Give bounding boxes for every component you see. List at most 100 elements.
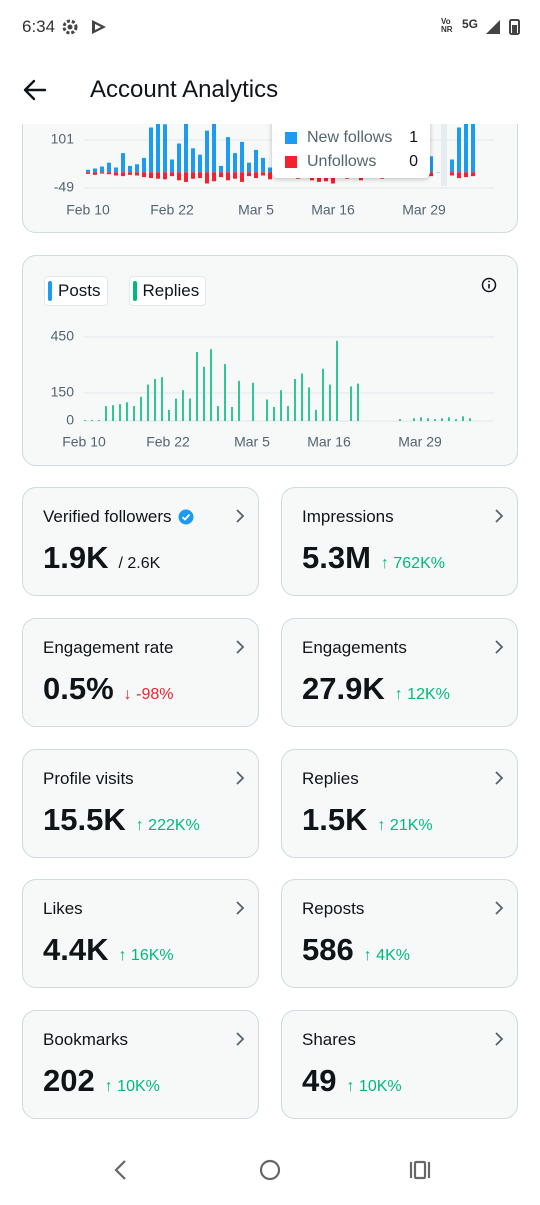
nav-recents[interactable]	[411, 1162, 429, 1178]
bar	[191, 148, 195, 172]
back-button[interactable]	[22, 77, 48, 103]
bar	[434, 419, 436, 421]
stat-title: Verified followers	[43, 507, 172, 527]
bar	[252, 383, 254, 421]
legend: Posts Replies	[44, 276, 206, 306]
legend-swatch	[133, 281, 137, 301]
x-tick-label: Mar 29	[402, 202, 446, 218]
x-tick-label: Feb 10	[62, 434, 106, 450]
bar	[119, 404, 121, 421]
stat-title: Likes	[43, 899, 83, 919]
stat-row: 586↑ 4K%	[302, 932, 410, 968]
stat-row: 27.9K↑ 12K%	[302, 671, 450, 707]
bar	[121, 172, 125, 176]
info-icon[interactable]	[483, 279, 496, 292]
bar	[100, 172, 104, 173]
stat-value: 202	[43, 1063, 95, 1099]
bar	[217, 406, 219, 421]
y-tick-label: 0	[66, 412, 74, 428]
stat-label: Verified followers	[43, 507, 194, 527]
stat-card[interactable]: Likes 4.4K↑ 16K%	[22, 879, 259, 988]
nav-icons	[0, 1140, 540, 1200]
bar	[471, 124, 475, 172]
stat-row: 49↑ 10K%	[302, 1063, 402, 1099]
tooltip-value: 0	[409, 153, 418, 171]
nav-bar	[0, 1140, 540, 1200]
nav-back[interactable]	[116, 1161, 125, 1179]
bar	[273, 407, 275, 421]
stat-label: Bookmarks	[43, 1030, 128, 1050]
status-icons	[61, 18, 117, 38]
bar	[177, 144, 181, 173]
bar	[238, 381, 240, 421]
y-tick-label: 101	[51, 131, 75, 147]
bar	[140, 397, 142, 421]
chevron	[493, 900, 505, 921]
bar	[399, 419, 401, 421]
bar	[254, 150, 258, 172]
bar	[170, 160, 174, 173]
x-tick-label: Feb 22	[150, 202, 194, 218]
stat-value: 1.5K	[302, 802, 367, 838]
bar	[226, 137, 230, 172]
bar	[212, 172, 216, 181]
bar	[98, 420, 100, 421]
bar	[455, 419, 457, 421]
bar	[135, 172, 139, 175]
bar	[457, 128, 461, 173]
stat-row: 4.4K↑ 16K%	[43, 932, 174, 968]
tooltip: New follows 1 Unfollows 0	[272, 124, 430, 178]
nav-home[interactable]	[261, 1161, 279, 1179]
chevron	[234, 508, 246, 529]
bar	[240, 172, 244, 182]
x-tick-label: Mar 29	[398, 434, 442, 450]
bar	[184, 172, 188, 182]
bar	[161, 377, 163, 421]
stat-title: Profile visits	[43, 769, 134, 789]
bar	[240, 142, 244, 172]
stat-label: Replies	[302, 769, 359, 789]
x-tick-label: Mar 5	[234, 434, 270, 450]
bar	[226, 172, 230, 180]
legend-item[interactable]: Replies	[129, 276, 207, 306]
stat-value: 1.9K	[43, 540, 108, 576]
chevron	[234, 639, 246, 660]
bar	[198, 172, 202, 178]
x-tick-label: Mar 16	[307, 434, 351, 450]
tooltip-label: Unfollows	[307, 153, 376, 171]
bar	[133, 406, 135, 421]
bar	[315, 410, 317, 421]
bar	[128, 166, 132, 172]
bar	[294, 379, 296, 421]
stat-value: 586	[302, 932, 354, 968]
bar	[450, 172, 454, 175]
stat-title: Replies	[302, 769, 359, 789]
stat-change: ↑ 16K%	[118, 947, 173, 965]
stat-card[interactable]: Impressions 5.3M ↑ 762K%	[281, 487, 518, 596]
bar	[91, 420, 93, 421]
bar	[112, 405, 114, 421]
stat-card[interactable]: Profile visits 15.5K↑ 222K%	[22, 749, 259, 858]
stat-value: 5.3M	[302, 540, 371, 576]
bar	[219, 166, 223, 172]
legend-item[interactable]: Posts	[44, 276, 108, 306]
hover-highlight	[441, 124, 447, 186]
stat-title: Impressions	[302, 507, 394, 527]
page-title: Account Analytics	[90, 76, 278, 104]
bar	[184, 124, 188, 172]
bar	[357, 384, 359, 421]
bar	[107, 172, 111, 174]
stat-change: ↑ 762K%	[381, 555, 445, 573]
stat-row: 15.5K↑ 222K%	[43, 802, 200, 838]
bar	[469, 418, 471, 421]
bar	[93, 172, 97, 175]
stat-value: 27.9K	[302, 671, 385, 707]
